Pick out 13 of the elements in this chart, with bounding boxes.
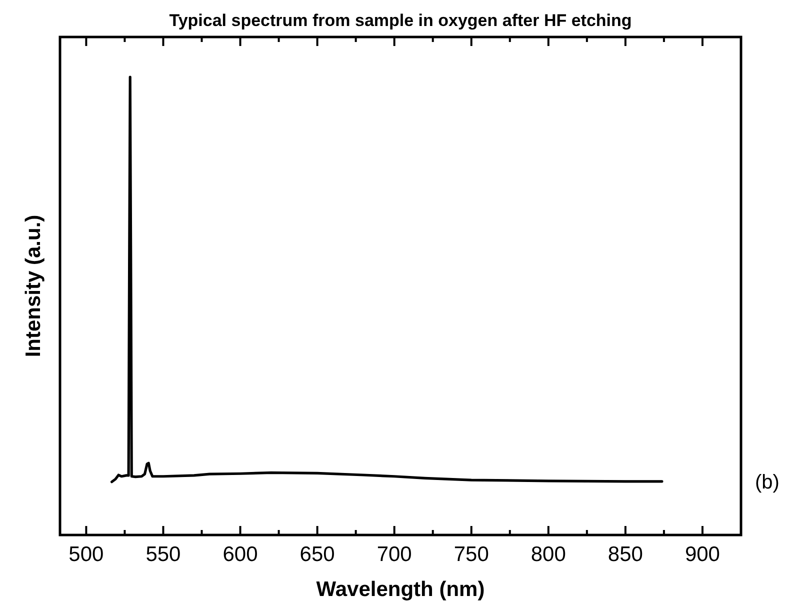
- x-tick-label: 500: [68, 543, 104, 566]
- x-axis-title: Wavelength (nm): [316, 578, 485, 601]
- x-tick-label: 800: [530, 543, 566, 566]
- x-tick-label: 900: [684, 543, 720, 566]
- x-tick-label: 750: [454, 543, 489, 566]
- chart-title: Typical spectrum from sample in oxygen after HF etching: [169, 11, 632, 30]
- x-tick-label: 600: [222, 543, 258, 566]
- x-tick-label: 650: [300, 543, 335, 566]
- text: (b): [755, 471, 780, 494]
- x-tick-label: 700: [376, 543, 412, 566]
- x-tick-label: 850: [608, 543, 643, 566]
- x-tick-label: 550: [146, 543, 181, 566]
- y-axis-title: Intensity (a.u.): [22, 214, 45, 358]
